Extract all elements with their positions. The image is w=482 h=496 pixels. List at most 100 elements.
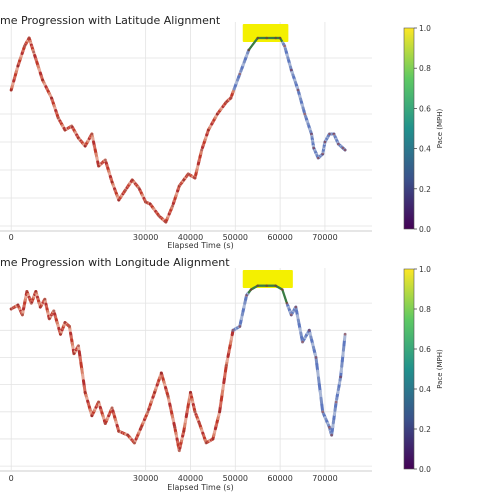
data-point — [146, 410, 150, 414]
data-point — [334, 400, 338, 404]
data-point — [285, 301, 289, 305]
data-point — [330, 433, 333, 437]
data-point — [323, 140, 327, 144]
x-tick-label: 70000 — [312, 233, 337, 242]
data-point — [274, 284, 277, 288]
data-point — [83, 391, 87, 394]
data-point — [339, 375, 342, 379]
data-point — [290, 313, 293, 317]
data-point — [70, 124, 74, 128]
chart-title: me Progression with Latitude Alignment — [0, 14, 221, 27]
data-point — [294, 305, 298, 309]
data-point — [63, 321, 67, 324]
data-point — [186, 172, 190, 176]
x-axis-label: Elapsed Time (s) — [167, 241, 234, 250]
colorbar-tick-label: 0.8 — [419, 305, 431, 314]
data-point — [126, 433, 130, 437]
data-point — [182, 178, 186, 182]
data-point — [9, 307, 13, 311]
data-point — [117, 198, 121, 202]
chart-panel-1: 0 30000 40000 50000 60000 70000 me Progression… — [0, 14, 444, 250]
data-point — [247, 48, 251, 52]
data-point — [283, 44, 286, 48]
data-point — [328, 426, 331, 429]
data-point — [189, 391, 192, 394]
data-point — [48, 317, 51, 320]
data-point — [314, 356, 318, 359]
data-point — [124, 188, 127, 192]
data-point — [337, 142, 340, 146]
x-tick-label: 60000 — [267, 474, 292, 483]
data-point — [39, 305, 42, 309]
data-point — [256, 36, 260, 40]
data-point — [41, 78, 44, 82]
colorbar-tick-label: 0.4 — [419, 385, 431, 394]
data-point — [198, 422, 201, 425]
data-point — [90, 414, 94, 417]
colorbar — [403, 27, 415, 230]
data-point — [130, 178, 134, 182]
data-point — [265, 284, 268, 288]
data-point — [9, 88, 13, 92]
data-point — [97, 400, 100, 404]
data-point — [290, 68, 293, 72]
x-tick-label: 30000 — [133, 233, 158, 242]
data-point — [104, 158, 107, 162]
colorbar-tick-label: 0.0 — [419, 465, 431, 474]
colorbar-label: Pace (MPH) — [436, 108, 444, 148]
data-point — [312, 146, 316, 150]
data-point — [301, 340, 304, 344]
data-point — [341, 146, 345, 150]
data-point — [281, 288, 284, 291]
data-point — [211, 437, 215, 441]
data-point — [332, 132, 336, 136]
data-point — [343, 332, 347, 336]
data-point — [173, 426, 177, 429]
data-point — [77, 344, 80, 348]
data-point — [117, 429, 121, 433]
colorbar-tick-label: 1.0 — [419, 24, 431, 33]
chart-panel-2: 0 30000 40000 50000 60000 70000 me Progression… — [0, 256, 444, 492]
data-point — [27, 36, 31, 40]
data-point — [104, 422, 107, 425]
data-point — [307, 329, 311, 332]
data-point — [97, 164, 100, 168]
data-point — [245, 294, 248, 297]
data-point — [137, 186, 141, 190]
x-tick-label: 0 — [9, 474, 14, 483]
data-point — [207, 128, 210, 132]
data-point — [110, 406, 114, 410]
data-point — [182, 429, 186, 433]
x-tick-label: 50000 — [223, 474, 248, 483]
data-point — [238, 325, 242, 328]
data-point — [90, 132, 94, 136]
x-axis-label: Elapsed Time (s) — [167, 483, 234, 492]
x-tick-label: 60000 — [267, 233, 292, 242]
data-point — [157, 214, 161, 218]
colorbar-tick-label: 0.8 — [419, 64, 431, 73]
data-point — [25, 290, 29, 293]
data-point — [218, 410, 221, 414]
data-point — [303, 112, 307, 116]
colorbar — [403, 268, 415, 470]
x-tick-label: 40000 — [178, 233, 203, 242]
data-point — [83, 144, 87, 148]
data-point — [274, 36, 277, 40]
data-point — [321, 410, 324, 414]
data-point — [316, 156, 320, 160]
series-line — [9, 284, 347, 453]
data-point — [177, 449, 181, 452]
data-point — [177, 184, 181, 188]
data-point — [238, 72, 242, 76]
data-point — [204, 441, 208, 445]
x-tick-label: 0 — [9, 233, 14, 242]
data-point — [164, 220, 168, 224]
data-point — [144, 200, 147, 204]
colorbar-label: Pace (MPH) — [436, 349, 444, 389]
data-point — [200, 148, 203, 152]
colorbar-tick-label: 0.6 — [419, 345, 431, 354]
data-point — [193, 176, 197, 180]
data-point — [72, 352, 76, 355]
data-point — [59, 332, 62, 336]
